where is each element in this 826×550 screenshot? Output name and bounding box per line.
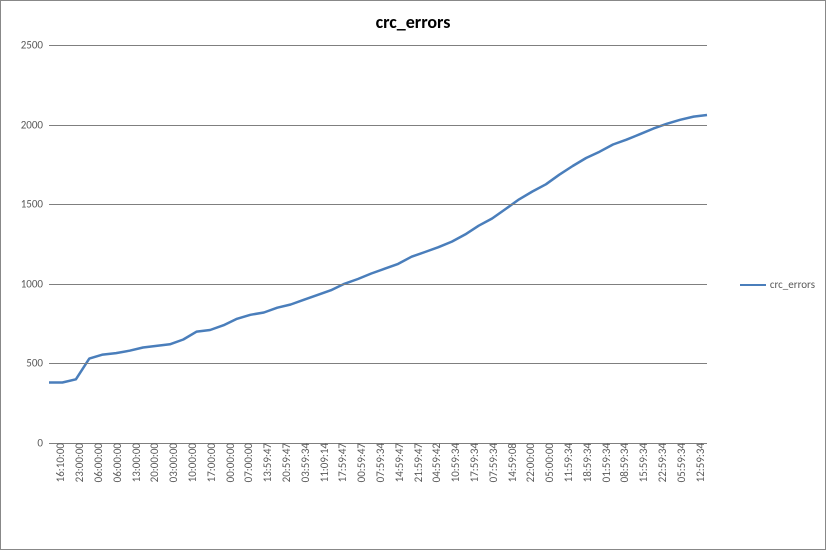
x-tick-label: 05:59:34 — [675, 443, 688, 503]
x-tick-label: 17:59:47 — [336, 443, 349, 503]
x-tick-label: 18:59:34 — [581, 443, 594, 503]
x-tick-label: 04:59:42 — [430, 443, 443, 503]
legend-swatch — [740, 284, 766, 286]
gridline — [49, 45, 707, 46]
x-tick-label: 06:00:00 — [111, 443, 124, 503]
x-tick-label: 07:59:34 — [487, 443, 500, 503]
x-tick-label: 20:59:47 — [280, 443, 293, 503]
x-tick-label: 16:10:00 — [54, 443, 67, 503]
x-tick-label: 21:59:47 — [412, 443, 425, 503]
plot-area — [49, 45, 707, 443]
x-tick-label: 00:00:00 — [224, 443, 237, 503]
x-tick-label: 23:00:00 — [73, 443, 86, 503]
y-tick-label: 1000 — [1, 277, 43, 290]
x-tick-label: 13:59:47 — [261, 443, 274, 503]
x-tick-label: 15:59:34 — [637, 443, 650, 503]
y-tick-label: 2500 — [1, 39, 43, 52]
x-tick-label: 14:59:08 — [506, 443, 519, 503]
x-tick-label: 10:59:34 — [449, 443, 462, 503]
gridline — [49, 204, 707, 205]
y-tick-label: 2000 — [1, 118, 43, 131]
x-tick-label: 22:59:34 — [656, 443, 669, 503]
x-tick-label: 03:59:34 — [299, 443, 312, 503]
x-tick-label: 14:59:47 — [393, 443, 406, 503]
y-tick-label: 500 — [1, 357, 43, 370]
legend-label: crc_errors — [770, 278, 815, 291]
x-tick-label: 03:00:00 — [167, 443, 180, 503]
series-line — [49, 45, 707, 443]
gridline — [49, 125, 707, 126]
gridline — [49, 284, 707, 285]
chart-container: crc_errors crc_errors 0 500 1000 1500 2000 25… — [0, 0, 826, 550]
x-tick-label: 07:00:00 — [242, 443, 255, 503]
x-tick-label: 17:59:34 — [468, 443, 481, 503]
gridline — [49, 363, 707, 364]
y-tick-label: 1500 — [1, 198, 43, 211]
x-tick-label: 12:59:34 — [694, 443, 707, 503]
x-tick-label: 05:00:00 — [543, 443, 556, 503]
x-tick-label: 11:59:34 — [562, 443, 575, 503]
x-tick-label: 20:00:00 — [148, 443, 161, 503]
x-tick-label: 07:59:34 — [374, 443, 387, 503]
y-tick-label: 0 — [1, 437, 43, 450]
x-tick-label: 00:59:47 — [355, 443, 368, 503]
legend: crc_errors — [740, 278, 815, 291]
x-tick-label: 10:00:00 — [186, 443, 199, 503]
x-tick-label: 22:00:00 — [524, 443, 537, 503]
chart-title: crc_errors — [1, 11, 825, 33]
x-tick-label: 06:00:00 — [92, 443, 105, 503]
x-tick-label: 01:59:34 — [600, 443, 613, 503]
x-tick-label: 08:59:34 — [618, 443, 631, 503]
x-tick-label: 11:09:14 — [318, 443, 331, 503]
x-tick-label: 13:00:00 — [130, 443, 143, 503]
x-tick-label: 17:00:00 — [205, 443, 218, 503]
